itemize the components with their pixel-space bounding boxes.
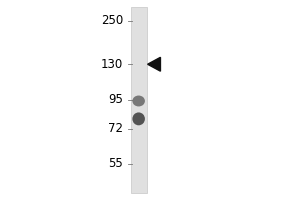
Text: 55: 55 <box>108 157 123 170</box>
Text: 95: 95 <box>108 93 123 106</box>
Ellipse shape <box>132 96 145 106</box>
Bar <box>130 7 147 193</box>
Ellipse shape <box>132 112 145 125</box>
Text: 250: 250 <box>101 14 123 27</box>
Text: 130: 130 <box>101 58 123 71</box>
Polygon shape <box>148 57 160 71</box>
Text: 72: 72 <box>108 122 123 135</box>
